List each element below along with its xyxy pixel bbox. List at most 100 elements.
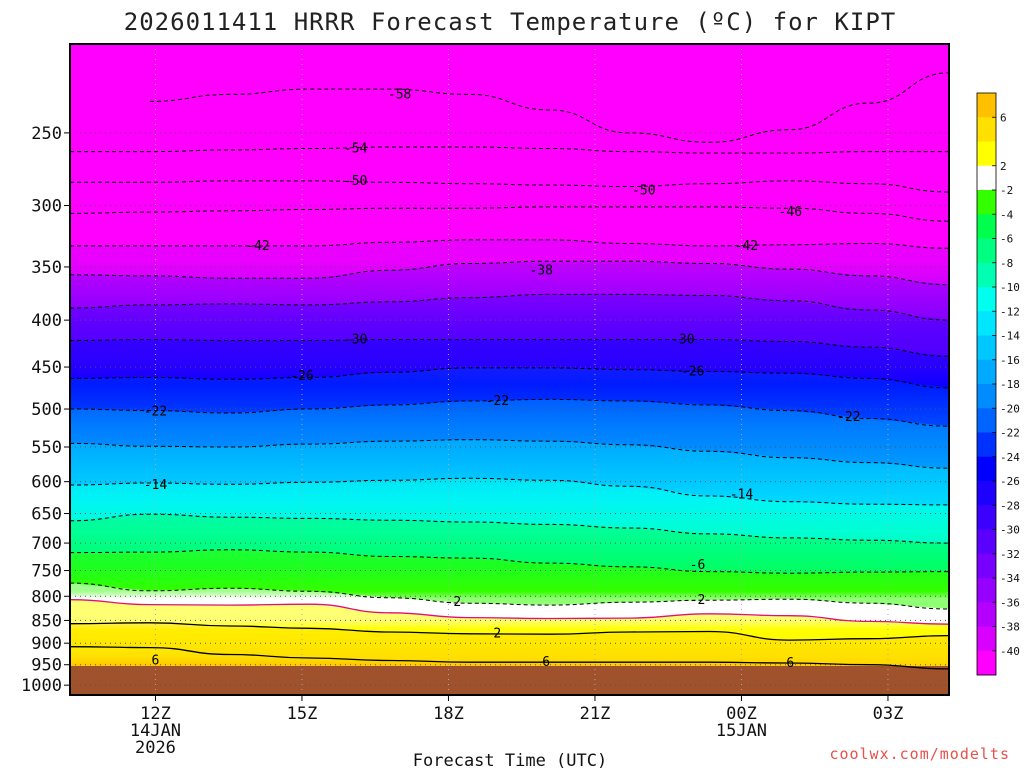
chart-title: 2026011411 HRRR Forecast Temperature (ºC…	[124, 8, 896, 36]
y-tick-label: 700	[31, 534, 62, 554]
colorbar-label: -40	[1000, 645, 1020, 658]
y-tick-label: 850	[31, 611, 62, 631]
colorbar-swatch	[977, 481, 996, 506]
isotherm-label: -50	[632, 184, 655, 199]
colorbar-label: -12	[1000, 305, 1020, 318]
colorbar-swatch	[977, 384, 996, 409]
colorbar-label: -30	[1000, 524, 1020, 537]
colorbar-swatch	[977, 117, 996, 142]
temperature-band	[70, 294, 949, 357]
y-tick-label: 550	[31, 438, 62, 458]
isotherm-label: -22	[837, 410, 860, 425]
isotherm-neg2	[70, 582, 949, 610]
colorbar-swatch	[977, 505, 996, 530]
y-tick-label: 600	[31, 473, 62, 493]
isotherm-neg34	[70, 293, 949, 321]
colorbar-label: -4	[1000, 208, 1014, 221]
x-date-label: 2026	[135, 738, 176, 758]
temperature-band	[70, 399, 949, 469]
temperature-band	[70, 599, 949, 641]
temperature-band	[70, 622, 949, 669]
isotherm-label: -30	[344, 333, 367, 348]
isotherm-pos2	[70, 622, 949, 641]
isotherm-label: 6	[542, 655, 550, 670]
credit-text: coolwx.com/modelts	[829, 745, 1010, 763]
colorbar-swatch	[977, 190, 996, 215]
y-tick-label: 300	[31, 197, 62, 217]
isotherm-neg58	[149, 72, 949, 143]
colorbar-swatch	[977, 141, 996, 167]
colorbar-label: -36	[1000, 596, 1020, 609]
isotherm-neg30	[70, 339, 949, 357]
colorbar-label: 6	[1000, 111, 1007, 124]
isotherm-pos6	[70, 646, 949, 670]
isotherm-neg42	[70, 239, 949, 249]
isotherm-label: -30	[671, 333, 694, 348]
isotherm-label: 6	[152, 654, 160, 669]
colorbar-label: 2	[1000, 160, 1007, 173]
temperature-bands	[70, 147, 949, 669]
isotherm-label: -22	[486, 394, 509, 409]
colorbar-label: -28	[1000, 499, 1020, 512]
colorbar-label: -24	[1000, 451, 1020, 464]
isotherm-label: -14	[144, 478, 168, 493]
temperature-band	[70, 261, 949, 321]
isotherm-label: 2	[493, 626, 501, 641]
y-tick-label: 650	[31, 505, 62, 525]
isotherm-label: -26	[290, 369, 313, 384]
colorbar-swatch	[977, 578, 996, 603]
x-tick-label: 00Z	[726, 704, 757, 724]
colorbar-swatch	[977, 359, 996, 385]
colorbar-label: -38	[1000, 621, 1020, 634]
temperature-band	[70, 549, 949, 609]
y-axis: 250 300 350 400 450 500 550 600 650 700 750 800 850 9…	[21, 124, 70, 696]
plot-area: -58-54-50-50-46-42 -42-38-30 -30-26 -26-22-…	[69, 43, 950, 696]
x-date-label: 14JAN	[130, 721, 181, 741]
colorbar-swatch	[977, 287, 996, 312]
x-axis-label: Forecast Time (UTC)	[413, 751, 607, 768]
colorbar-label: -34	[1000, 572, 1020, 585]
x-date-label: 15JAN	[716, 721, 767, 741]
isotherm-label: -42	[246, 239, 269, 254]
isotherm-label: -46	[779, 205, 802, 220]
y-tick-label: 250	[31, 124, 62, 144]
y-tick-label: 400	[31, 311, 62, 331]
x-tick-label: 12Z	[140, 704, 171, 724]
isotherm-label: -26	[681, 364, 704, 379]
isotherm-neg50	[70, 180, 949, 193]
colorbar-swatch	[977, 93, 996, 118]
colorbar-swatch	[977, 262, 996, 288]
x-tick-label: 21Z	[580, 704, 611, 724]
colorbar-label: -6	[1000, 233, 1013, 246]
y-tick-label: 450	[31, 358, 62, 378]
isotherm-label: -14	[730, 488, 754, 503]
isotherm-labels: -58-54-50-50-46-42 -42-38-30 -30-26 -26-22-…	[144, 87, 861, 671]
colorbar-legend: -40-38-36-34-32-30-28-26-24-22-20-18-16-…	[976, 92, 1020, 676]
temperature-band	[70, 239, 949, 285]
temperature-band	[70, 339, 949, 388]
temperature-band	[70, 206, 949, 249]
isotherm-label: -50	[344, 174, 367, 189]
colorbar-swatch	[977, 311, 996, 336]
x-tick-label: 15Z	[287, 704, 318, 724]
y-tick-label: 500	[31, 400, 62, 420]
isotherm-neg14	[70, 477, 949, 506]
x-tick-label: 03Z	[873, 704, 904, 724]
colorbar-swatch	[977, 408, 996, 433]
temperature-band	[70, 439, 949, 505]
colorbar-label: -2	[1000, 184, 1013, 197]
temperature-band	[70, 514, 949, 574]
isotherm-label: -38	[529, 263, 552, 278]
y-tick-label: 350	[31, 258, 62, 278]
colorbar-swatch	[977, 529, 996, 555]
y-tick-label: 950	[31, 656, 62, 676]
colorbar-label: -18	[1000, 378, 1020, 391]
plot-frame	[69, 43, 950, 696]
isotherm-label: -58	[388, 87, 411, 102]
ground-below-surface	[70, 666, 949, 695]
isotherm-pos2	[70, 599, 949, 625]
isotherm-neg26	[70, 367, 949, 389]
colorbar-swatch	[977, 626, 996, 652]
